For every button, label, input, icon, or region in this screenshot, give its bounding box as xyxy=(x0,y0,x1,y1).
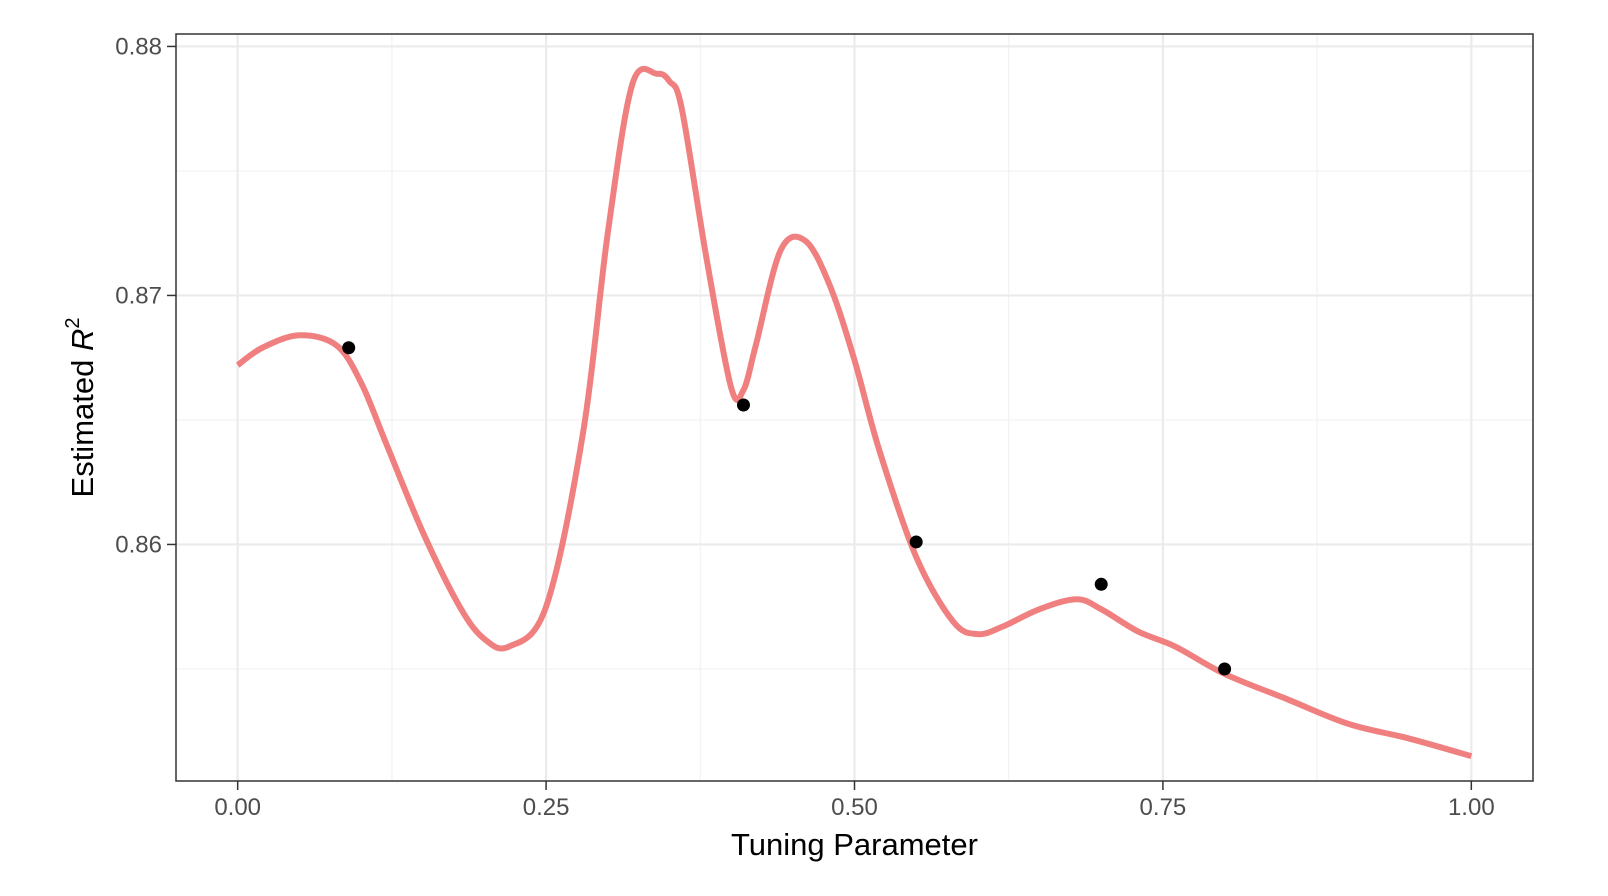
x-tick-label: 0.75 xyxy=(1140,794,1187,821)
x-tick-label: 0.50 xyxy=(831,794,878,821)
y-axis-title-symbol: R xyxy=(65,329,100,351)
data-point xyxy=(1094,577,1108,591)
y-axis-title: Estimated R2 xyxy=(62,318,100,498)
x-tick-label: 0.25 xyxy=(523,794,570,821)
data-point xyxy=(909,535,923,549)
data-point xyxy=(342,341,356,355)
x-axis: 0.00 0.25 0.50 0.75 1.00 xyxy=(214,781,1495,821)
y-axis-title-superscript: 2 xyxy=(62,318,84,329)
y-tick-label: 0.86 xyxy=(115,531,162,558)
x-tick-label: 1.00 xyxy=(1448,794,1495,821)
data-point xyxy=(736,398,750,412)
grid-lines xyxy=(176,34,1533,781)
y-axis-title-text: Estimated xyxy=(65,351,100,497)
fitted-curve-layer xyxy=(235,66,1473,759)
x-tick-label: 0.00 xyxy=(214,794,261,821)
y-tick-label: 0.87 xyxy=(115,282,162,309)
y-axis: 0.86 0.87 0.88 xyxy=(115,33,176,558)
data-points-layer xyxy=(342,341,1232,676)
fitted-curve-line xyxy=(235,66,1473,759)
data-point xyxy=(1218,662,1232,676)
x-axis-title: Tuning Parameter xyxy=(731,827,978,862)
y-tick-label: 0.88 xyxy=(115,33,162,60)
